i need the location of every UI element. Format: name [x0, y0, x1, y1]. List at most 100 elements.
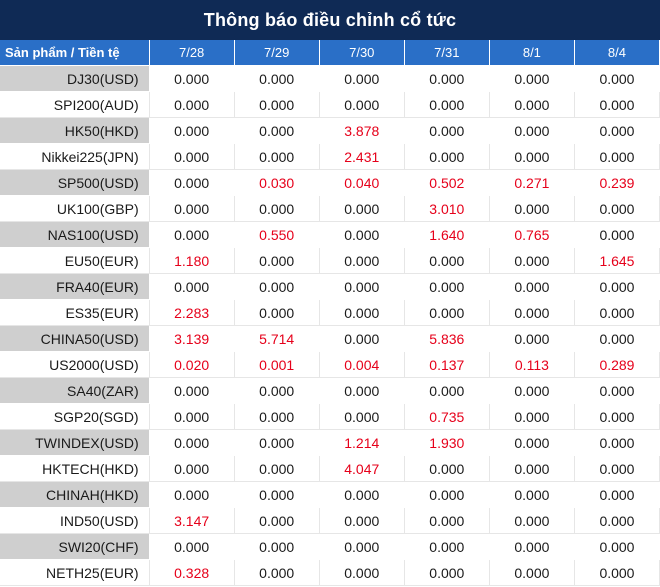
value-cell: 1.180 — [149, 247, 235, 274]
product-cell: FRA40(EUR) — [0, 273, 150, 300]
value-cell: 0.000 — [319, 91, 405, 118]
value-cell: 0.020 — [149, 351, 235, 378]
page-title: Thông báo điều chỉnh cổ tức — [0, 0, 660, 40]
value-cell: 0.000 — [234, 429, 320, 456]
value-cell: 0.000 — [234, 143, 320, 170]
value-cell: 1.640 — [404, 221, 490, 248]
product-cell: Nikkei225(JPN) — [0, 143, 150, 170]
value-cell: 0.000 — [319, 325, 405, 352]
value-cell: 0.000 — [319, 377, 405, 404]
value-cell: 0.000 — [489, 65, 575, 92]
value-cell: 0.030 — [234, 169, 320, 196]
value-cell: 0.765 — [489, 221, 575, 248]
value-cell: 0.000 — [404, 377, 490, 404]
value-cell: 0.000 — [489, 455, 575, 482]
value-cell: 0.000 — [404, 117, 490, 144]
value-cell: 0.000 — [574, 299, 660, 326]
value-cell: 0.000 — [319, 481, 405, 508]
column-header-date: 8/4 — [574, 40, 660, 66]
table-row: FRA40(EUR) 0.000 0.000 0.000 0.000 0.000 0.000 — [0, 273, 660, 300]
product-cell: CHINAH(HKD) — [0, 481, 150, 508]
column-header-date: 7/29 — [234, 40, 320, 66]
value-cell: 0.000 — [319, 221, 405, 248]
value-cell: 0.000 — [404, 143, 490, 170]
value-cell: 0.000 — [234, 377, 320, 404]
value-cell: 0.000 — [234, 507, 320, 534]
value-cell: 0.000 — [234, 91, 320, 118]
value-cell: 0.000 — [489, 143, 575, 170]
product-cell: US2000(USD) — [0, 351, 150, 378]
table-row: UK100(GBP) 0.000 0.000 0.000 3.010 0.000 0.000 — [0, 195, 660, 222]
value-cell: 0.000 — [489, 507, 575, 534]
value-cell: 5.714 — [234, 325, 320, 352]
product-cell: SP500(USD) — [0, 169, 150, 196]
value-cell: 0.000 — [149, 143, 235, 170]
value-cell: 0.001 — [234, 351, 320, 378]
product-cell: SGP20(SGD) — [0, 403, 150, 430]
value-cell: 0.000 — [574, 559, 660, 586]
value-cell: 0.000 — [149, 91, 235, 118]
table-row: SA40(ZAR) 0.000 0.000 0.000 0.000 0.000 0.000 — [0, 377, 660, 404]
product-cell: HKTECH(HKD) — [0, 455, 150, 482]
value-cell: 0.000 — [149, 273, 235, 300]
product-cell: UK100(GBP) — [0, 195, 150, 222]
value-cell: 0.000 — [404, 91, 490, 118]
value-cell: 0.000 — [489, 91, 575, 118]
value-cell: 0.000 — [574, 91, 660, 118]
value-cell: 0.000 — [489, 481, 575, 508]
value-cell: 0.000 — [234, 559, 320, 586]
value-cell: 0.113 — [489, 351, 575, 378]
value-cell: 0.000 — [489, 325, 575, 352]
value-cell: 0.000 — [234, 403, 320, 430]
value-cell: 0.000 — [489, 195, 575, 222]
value-cell: 0.000 — [574, 403, 660, 430]
value-cell: 0.000 — [234, 65, 320, 92]
value-cell: 0.000 — [489, 429, 575, 456]
value-cell: 0.735 — [404, 403, 490, 430]
value-cell: 0.000 — [489, 559, 575, 586]
value-cell: 0.550 — [234, 221, 320, 248]
value-cell: 0.000 — [574, 325, 660, 352]
product-cell: TWINDEX(USD) — [0, 429, 150, 456]
value-cell: 0.328 — [149, 559, 235, 586]
value-cell: 0.289 — [574, 351, 660, 378]
column-header-date: 7/28 — [149, 40, 235, 66]
value-cell: 2.431 — [319, 143, 405, 170]
value-cell: 0.000 — [319, 403, 405, 430]
value-cell: 3.010 — [404, 195, 490, 222]
value-cell: 0.000 — [404, 299, 490, 326]
product-cell: IND50(USD) — [0, 507, 150, 534]
value-cell: 1.214 — [319, 429, 405, 456]
table-row: IND50(USD) 3.147 0.000 0.000 0.000 0.000 0.000 — [0, 507, 660, 534]
value-cell: 0.000 — [234, 299, 320, 326]
table-row: DJ30(USD) 0.000 0.000 0.000 0.000 0.000 0.000 — [0, 65, 660, 92]
value-cell: 0.000 — [149, 195, 235, 222]
value-cell: 0.000 — [319, 247, 405, 274]
value-cell: 0.271 — [489, 169, 575, 196]
product-cell: EU50(EUR) — [0, 247, 150, 274]
value-cell: 0.000 — [489, 403, 575, 430]
table-row: ES35(EUR) 2.283 0.000 0.000 0.000 0.000 0.000 — [0, 299, 660, 326]
product-cell: HK50(HKD) — [0, 117, 150, 144]
value-cell: 0.000 — [149, 221, 235, 248]
value-cell: 0.000 — [404, 507, 490, 534]
value-cell: 0.000 — [574, 429, 660, 456]
value-cell: 0.000 — [404, 559, 490, 586]
value-cell: 0.000 — [234, 247, 320, 274]
value-cell: 3.139 — [149, 325, 235, 352]
value-cell: 0.000 — [234, 273, 320, 300]
value-cell: 0.040 — [319, 169, 405, 196]
table-header: Sản phẩm / Tiền tệ 7/28 7/29 7/30 7/31 8… — [0, 40, 660, 66]
value-cell: 0.239 — [574, 169, 660, 196]
product-cell: SWI20(CHF) — [0, 533, 150, 560]
value-cell: 0.000 — [404, 533, 490, 560]
value-cell: 0.000 — [574, 481, 660, 508]
value-cell: 0.000 — [234, 481, 320, 508]
value-cell: 0.000 — [489, 117, 575, 144]
product-cell: SPI200(AUD) — [0, 91, 150, 118]
table-row: CHINA50(USD) 3.139 5.714 0.000 5.836 0.000 0.0… — [0, 325, 660, 352]
table-row: US2000(USD) 0.020 0.001 0.004 0.137 0.113 0.28… — [0, 351, 660, 378]
value-cell: 0.000 — [234, 117, 320, 144]
value-cell: 1.645 — [574, 247, 660, 274]
